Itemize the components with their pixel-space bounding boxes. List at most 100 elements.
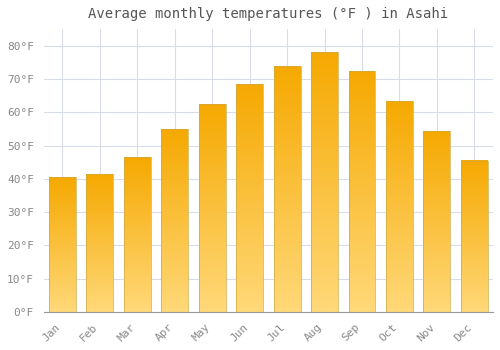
Bar	[198, 250, 226, 252]
Bar	[461, 257, 488, 259]
Bar	[386, 225, 413, 228]
Bar	[162, 188, 188, 189]
Bar	[311, 55, 338, 57]
Bar	[386, 149, 413, 151]
Bar	[311, 205, 338, 208]
Bar	[348, 148, 376, 150]
Bar	[49, 177, 76, 178]
Bar	[461, 210, 488, 212]
Bar	[124, 303, 151, 304]
Bar	[198, 216, 226, 218]
Bar	[461, 279, 488, 280]
Bar	[424, 176, 450, 178]
Bar	[386, 221, 413, 223]
Bar	[424, 250, 450, 252]
Bar	[348, 220, 376, 223]
Bar	[424, 192, 450, 194]
Bar	[162, 169, 188, 171]
Bar	[124, 204, 151, 205]
Bar	[311, 63, 338, 65]
Bar	[348, 191, 376, 194]
Bar	[461, 289, 488, 291]
Bar	[86, 293, 114, 294]
Bar	[236, 280, 263, 282]
Bar	[236, 296, 263, 298]
Bar	[274, 198, 300, 201]
Bar	[162, 308, 188, 310]
Bar	[86, 268, 114, 269]
Bar	[162, 255, 188, 257]
Bar	[461, 176, 488, 177]
Bar	[274, 167, 300, 169]
Bar	[162, 301, 188, 303]
Bar	[162, 230, 188, 231]
Bar	[311, 237, 338, 239]
Bar	[86, 247, 114, 248]
Bar	[386, 295, 413, 297]
Bar	[162, 303, 188, 304]
Bar	[86, 297, 114, 298]
Bar	[124, 300, 151, 301]
Bar	[198, 122, 226, 125]
Bar	[311, 174, 338, 177]
Bar	[86, 179, 114, 181]
Bar	[86, 283, 114, 284]
Bar	[461, 194, 488, 195]
Bar	[424, 165, 450, 167]
Bar	[124, 207, 151, 208]
Bar	[311, 213, 338, 216]
Bar	[311, 76, 338, 78]
Bar	[236, 294, 263, 296]
Bar	[348, 223, 376, 225]
Bar	[86, 230, 114, 232]
Bar	[424, 221, 450, 223]
Bar	[348, 228, 376, 230]
Bar	[274, 100, 300, 103]
Bar	[424, 310, 450, 312]
Bar	[198, 137, 226, 139]
Bar	[198, 243, 226, 245]
Bar	[424, 283, 450, 285]
Bar	[162, 133, 188, 134]
Bar	[311, 255, 338, 258]
Bar	[348, 295, 376, 298]
Bar	[311, 250, 338, 252]
Bar	[124, 270, 151, 272]
Bar	[461, 197, 488, 198]
Bar	[198, 306, 226, 308]
Bar	[86, 243, 114, 244]
Bar	[162, 178, 188, 180]
Bar	[311, 91, 338, 94]
Bar	[236, 182, 263, 184]
Bar	[274, 137, 300, 140]
Bar	[86, 239, 114, 240]
Bar	[198, 262, 226, 264]
Bar	[274, 282, 300, 285]
Bar	[461, 212, 488, 214]
Bar	[162, 166, 188, 167]
Bar	[162, 231, 188, 233]
Bar	[86, 183, 114, 185]
Bar	[386, 261, 413, 263]
Bar	[274, 142, 300, 145]
Bar	[162, 261, 188, 262]
Bar	[274, 278, 300, 280]
Bar	[274, 130, 300, 132]
Bar	[424, 147, 450, 149]
Bar	[311, 208, 338, 211]
Bar	[124, 233, 151, 235]
Bar	[236, 134, 263, 136]
Bar	[86, 222, 114, 224]
Bar	[86, 275, 114, 276]
Bar	[348, 300, 376, 302]
Bar	[386, 285, 413, 287]
Bar	[236, 175, 263, 177]
Bar	[348, 138, 376, 141]
Bar	[49, 200, 76, 201]
Bar	[311, 169, 338, 172]
Bar	[49, 284, 76, 285]
Bar	[162, 240, 188, 243]
Bar	[386, 289, 413, 291]
Bar	[461, 185, 488, 186]
Bar	[124, 290, 151, 292]
